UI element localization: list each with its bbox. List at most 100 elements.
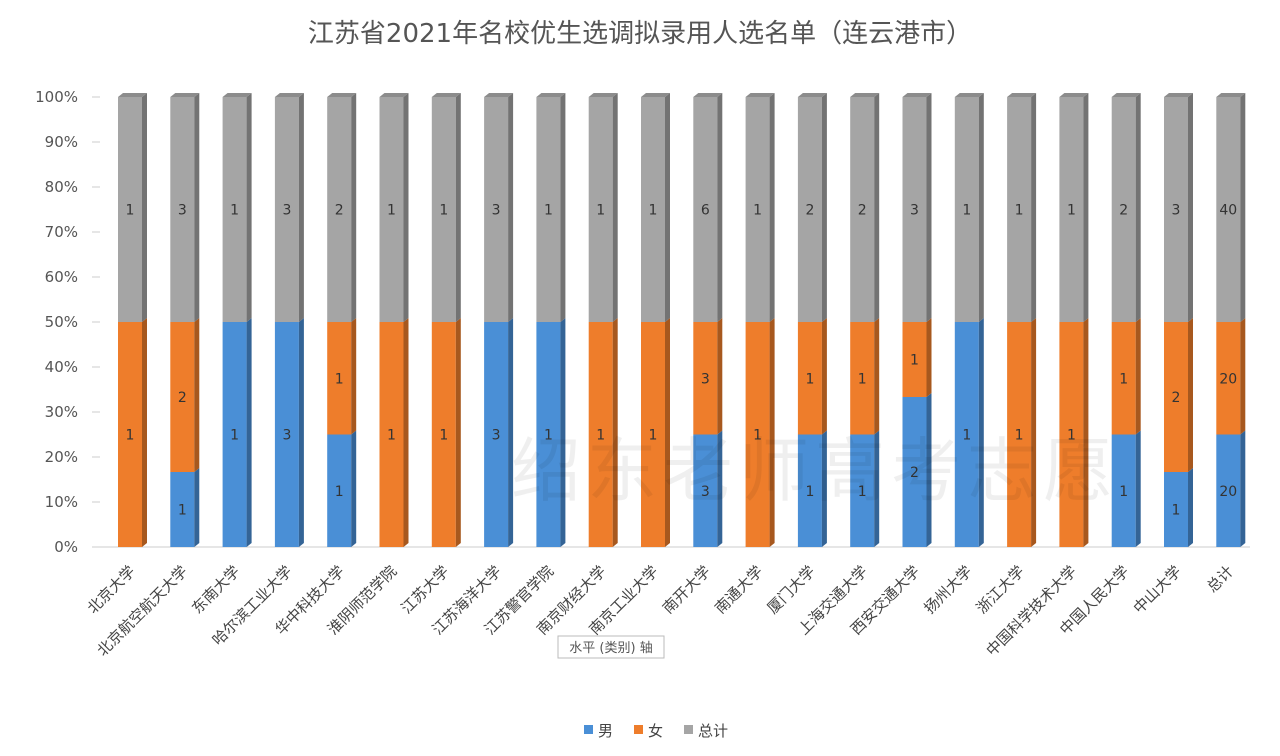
bar-segment <box>850 322 875 435</box>
data-label: 2 <box>910 465 919 481</box>
bar-segment <box>536 322 561 547</box>
x-category-label: 中国科学技术大学 <box>983 562 1081 660</box>
bar-segment-side <box>1083 318 1089 547</box>
bar-segment-side <box>246 93 252 322</box>
bar-segment-side <box>1031 318 1037 547</box>
bar-segment <box>379 97 404 322</box>
data-label: 1 <box>805 484 814 500</box>
data-label: 1 <box>387 428 396 444</box>
axis-tooltip-text: 水平 (类别) 轴 <box>569 641 652 656</box>
data-label: 40 <box>1219 203 1237 219</box>
data-label: 1 <box>335 484 344 500</box>
y-tick-label: 10% <box>45 493 78 511</box>
bar-segment-side <box>717 318 723 435</box>
bar-segment <box>745 322 770 547</box>
bar-segment <box>588 97 613 322</box>
data-label: 1 <box>858 484 867 500</box>
bar-segment <box>170 97 195 322</box>
bar-segment <box>1164 97 1188 322</box>
bar-top <box>536 93 566 97</box>
bar-segment <box>274 322 299 547</box>
bar-segment <box>1007 322 1032 547</box>
bar-segment <box>1059 322 1084 547</box>
bar-segment <box>588 322 613 547</box>
bar-segment-side <box>978 93 984 322</box>
watermark: 绍东老师高考志愿 <box>511 430 1119 512</box>
bar-segment-side <box>1240 93 1246 322</box>
bar-segment <box>1164 472 1188 547</box>
bar-segment-side <box>142 318 147 547</box>
data-label: 1 <box>1067 428 1076 444</box>
bar-segment <box>797 322 822 435</box>
bar-segment <box>1216 434 1241 547</box>
bar-segment <box>222 97 247 322</box>
bar-segment <box>902 397 927 547</box>
data-label: 1 <box>962 428 971 444</box>
data-label: 1 <box>230 428 239 444</box>
y-tick-label: 20% <box>45 448 78 466</box>
bar-segment <box>484 322 509 547</box>
bar-segment-side <box>351 318 357 435</box>
bar-segment <box>902 322 927 397</box>
bar-top <box>1111 93 1141 97</box>
bar-top <box>274 93 304 97</box>
bar-segment <box>222 322 247 547</box>
bar-segment-side <box>1031 93 1037 322</box>
bar-segment <box>693 97 718 322</box>
bar-segment <box>379 322 404 547</box>
bar-top <box>1007 93 1037 97</box>
bar-segment <box>327 434 352 547</box>
bar-segment-side <box>821 430 827 547</box>
data-label: 20 <box>1219 484 1237 500</box>
bar-segment-side <box>560 318 566 547</box>
bar-segment <box>902 97 927 322</box>
data-label: 1 <box>649 428 658 444</box>
bar-segment-side <box>1135 93 1141 322</box>
data-label: 2 <box>178 390 187 406</box>
data-label: 3 <box>701 371 710 387</box>
data-label: 1 <box>439 203 448 219</box>
bar-segment <box>1111 97 1136 322</box>
data-label: 1 <box>1015 203 1024 219</box>
bar-segment-side <box>874 430 880 547</box>
bar-segment-side <box>1083 93 1089 322</box>
data-label: 20 <box>1219 371 1237 387</box>
bar-segment-side <box>455 93 461 322</box>
data-label: 1 <box>910 353 919 369</box>
bar-segment-side <box>926 93 932 322</box>
legend-label: 总计 <box>698 722 728 740</box>
bar-segment-side <box>403 93 409 322</box>
y-tick-label: 60% <box>45 268 78 286</box>
bar-segment <box>1007 97 1032 322</box>
legend-label: 女 <box>648 722 663 740</box>
bar-segment <box>850 434 875 547</box>
legend-swatch <box>634 725 643 734</box>
bar-segment <box>170 322 195 472</box>
data-label: 3 <box>1172 203 1181 219</box>
bar-top <box>745 93 775 97</box>
bar-top <box>1164 93 1193 97</box>
data-label: 1 <box>753 428 762 444</box>
x-category-label: 扬州大学 <box>920 562 975 617</box>
legend-swatch <box>584 725 593 734</box>
data-label: 1 <box>387 203 396 219</box>
data-label: 1 <box>1172 503 1181 519</box>
data-label: 1 <box>596 203 605 219</box>
bar-segment <box>797 434 822 547</box>
y-tick-label: 30% <box>45 403 78 421</box>
bar-segment <box>118 97 142 322</box>
bar-top <box>850 93 880 97</box>
bar-top <box>588 93 618 97</box>
bar-segment-side <box>246 318 252 547</box>
data-label: 1 <box>1067 203 1076 219</box>
y-tick-label: 50% <box>45 313 78 331</box>
y-tick-label: 100% <box>35 88 78 106</box>
bar-top <box>641 93 670 97</box>
data-label: 1 <box>126 428 135 444</box>
bar-top <box>1059 93 1089 97</box>
bar-segment <box>170 472 195 547</box>
bar-top <box>797 93 827 97</box>
bar-segment <box>431 322 456 547</box>
data-label: 1 <box>805 371 814 387</box>
bar-segment-side <box>821 93 827 322</box>
